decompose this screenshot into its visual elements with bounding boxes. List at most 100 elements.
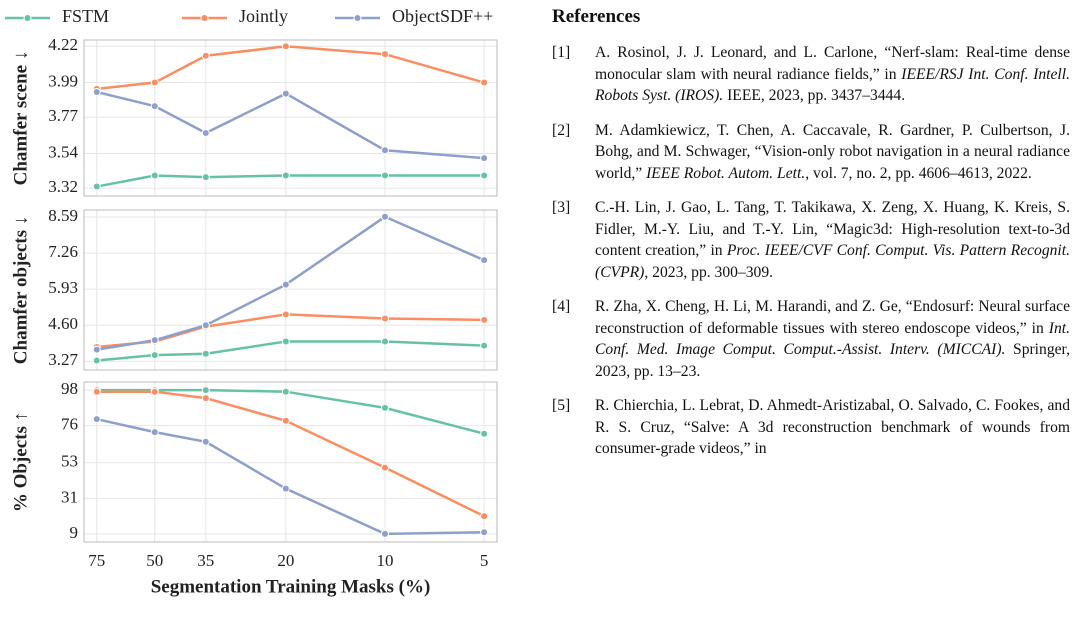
plot-background (84, 382, 497, 542)
data-point (480, 78, 489, 87)
y-tick-label: 98 (61, 379, 78, 398)
data-point (150, 428, 159, 437)
data-point (281, 171, 290, 180)
series-line (96, 174, 485, 188)
legend-marker (200, 14, 209, 22)
reference-number: [5] (552, 397, 571, 414)
y-tick-label: 9 (70, 523, 79, 542)
series-line (96, 90, 485, 160)
reference: [1] A. Rosinol, J. J. Leonard, and L. Car… (552, 42, 1070, 107)
reference-part: , 2023, pp. 300–309. (644, 263, 774, 281)
legend-marker (23, 14, 32, 22)
reference-part: M. Adamkiewicz, T. Chen, A. Caccavale, R… (595, 121, 1070, 182)
data-point (281, 416, 290, 425)
data-point (281, 310, 290, 319)
reference-part: A. Rosinol, J. J. Leonard, and L. Carlon… (595, 44, 1070, 83)
reference-part: C.-H. Lin, J. Gao, L. Tang, T. Takikawa,… (595, 199, 1070, 259)
y-axis-label: Chamfer objects ↓ (10, 216, 31, 364)
y-tick-label: 3.54 (48, 142, 78, 161)
reference-text: R. Chierchia, L. Lebrat, D. Ahmedt-Arist… (595, 395, 1070, 460)
reference-number: [4] (552, 298, 571, 315)
series-line (96, 215, 485, 351)
data-point (201, 386, 210, 395)
data-point (150, 78, 159, 87)
data-point (380, 50, 389, 59)
data-point (201, 321, 210, 330)
data-point (92, 182, 101, 191)
y-tick-label: 8.59 (48, 206, 78, 225)
data-point (281, 337, 290, 346)
data-point (150, 336, 159, 345)
reference-text: M. Adamkiewicz, T. Chen, A. Caccavale, R… (595, 120, 1070, 185)
y-tick-label: 3.27 (48, 350, 78, 369)
data-point (480, 171, 489, 180)
data-point (201, 173, 210, 182)
data-point (480, 429, 489, 438)
data-point (92, 88, 101, 96)
reference-text: R. Zha, X. Cheng, H. Li, M. Harandi, and… (595, 296, 1070, 382)
reference-number: [3] (552, 199, 571, 216)
data-point (281, 89, 290, 98)
data-point (380, 403, 389, 412)
reference-text: C.-H. Lin, J. Gao, L. Tang, T. Takikawa,… (595, 197, 1070, 283)
y-tick-label: 7.26 (48, 242, 78, 261)
series-line (96, 417, 485, 536)
reference: [2] M. Adamkiewicz, T. Chen, A. Caccavale… (552, 120, 1070, 185)
legend-marker (353, 14, 362, 22)
data-point (92, 345, 101, 354)
data-point (380, 171, 389, 180)
series-line (96, 340, 485, 362)
legend-label: ObjectSDF++ (392, 6, 493, 26)
reference-text: A. Rosinol, J. J. Leonard, and L. Carlon… (595, 42, 1070, 107)
data-point (380, 146, 389, 155)
data-point (380, 212, 389, 221)
reference-part: IEEE, 2023, pp. 3437–3444. (723, 87, 906, 104)
data-point (480, 256, 489, 265)
data-point (480, 341, 489, 350)
reference: [4] R. Zha, X. Cheng, H. Li, M. Harandi, … (552, 296, 1070, 382)
figure: 3.32 3.54 3.77 3.99 4.22 Chamfer scene ↓ FSTM J… (5, 6, 498, 597)
x-tick-label: 35 (197, 551, 214, 570)
data-point (150, 171, 159, 180)
data-point (150, 351, 159, 360)
y-tick-label: 5.93 (48, 278, 78, 297)
data-point (380, 314, 389, 323)
data-point (201, 394, 210, 403)
data-point (281, 484, 290, 493)
data-point (281, 42, 290, 51)
data-point (380, 463, 389, 472)
reference-number: [2] (552, 121, 571, 139)
legend-label: Jointly (239, 6, 288, 26)
reference-venue: Proc. IEEE/CVF Conf. Comput. Vis. Patter… (595, 242, 1070, 281)
x-axis-label: Segmentation Training Masks (%) (151, 576, 431, 597)
data-point (480, 528, 489, 537)
references-title: References (552, 6, 641, 27)
data-point (281, 280, 290, 289)
legend-label: FSTM (62, 6, 109, 26)
x-tick-label: 20 (277, 551, 294, 570)
y-axis-label: % Objects ↑ (10, 412, 31, 512)
x-tick-label: 5 (480, 551, 489, 570)
data-point (201, 437, 210, 446)
reference-venue: Int. Conf. Med. Image Comput. Comput.-As… (595, 319, 1070, 359)
data-point (480, 154, 489, 163)
data-point (150, 102, 159, 111)
data-point (92, 387, 101, 396)
y-axis-label: Chamfer scene ↓ (10, 51, 31, 186)
y-tick-label: 53 (61, 452, 78, 471)
reference: [3] C.-H. Lin, J. Gao, L. Tang, T. Takika… (552, 197, 1070, 283)
y-tick-label: 31 (61, 487, 78, 506)
y-tick-label: 3.77 (48, 106, 78, 125)
reference-venue: IEEE/RSJ Int. Conf. Intell. Robots Syst.… (595, 65, 1070, 105)
x-tick-label: 50 (146, 551, 163, 570)
x-tick-label: 75 (88, 551, 105, 570)
data-point (150, 387, 159, 396)
data-point (201, 51, 210, 60)
y-tick-label: 4.60 (48, 314, 78, 333)
references: References [1] A. Rosinol, J. J. Leonard,… (552, 6, 1070, 473)
plot-frame (83, 381, 498, 543)
series-line (96, 388, 485, 435)
data-point (92, 415, 101, 424)
x-tick-label: 10 (376, 551, 393, 570)
reference-number: [1] (552, 44, 571, 61)
